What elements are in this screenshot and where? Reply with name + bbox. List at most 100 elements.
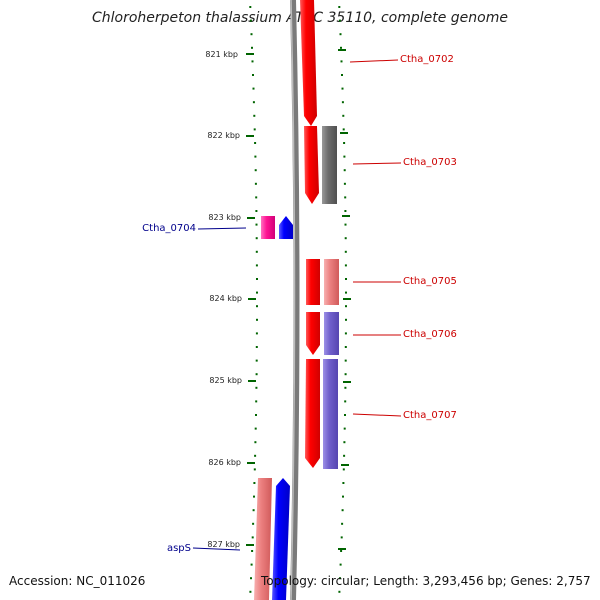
ring-dot [343,454,346,457]
accession-text: Accession: NC_011026 [9,574,146,588]
gene-label-ctha-0706[interactable]: Ctha_0706 [403,329,457,340]
ring-dot [255,196,258,199]
ring-dot [251,46,253,49]
ring-dot [341,87,344,90]
cds-feature-asps[interactable] [272,478,290,600]
ring-dot [253,482,256,484]
ring-dot [340,536,343,539]
cds-feature-ctha-0707[interactable] [305,359,320,468]
ring-dot [250,33,253,36]
ring-dot [255,250,258,253]
ring-dot [341,101,344,104]
ring-dot [339,577,341,580]
ring-dot [254,427,257,430]
ring-dot [342,468,345,471]
reverse-cds-track [254,216,293,600]
ring-dot [343,441,346,444]
ring-dot [344,237,347,240]
topology-text: Topology: circular; Length: 3,293,456 bp… [261,574,591,588]
ring-dot [339,563,342,566]
ring-dot [255,359,258,362]
cds-feature-ctha-0702[interactable] [300,0,317,126]
ring-dot [340,46,342,49]
cds-feature-ctha-0705[interactable] [306,259,320,305]
map-title: Chloroherpeton thalassium ATCC 35110, co… [92,10,508,26]
ring-dot [251,60,254,63]
outer-ring-dots [338,6,347,593]
cds-feature-ctha-0703[interactable] [304,126,319,204]
gene-label-ctha-0705[interactable]: Ctha_0705 [403,276,457,287]
ring-dot [343,182,346,185]
ring-dot [345,278,347,280]
cog-block-ctha-0705[interactable] [324,259,339,305]
cds-feature-ctha-0706[interactable] [306,312,320,355]
gene-label-ctha-0704[interactable]: Ctha_0704 [142,223,196,234]
ring-dot [344,223,347,226]
backbone-arc-highlight [290,0,296,600]
ring-dot [255,264,258,267]
ring-dot [344,414,346,416]
gene-label-ctha-0703[interactable]: Ctha_0703 [403,157,457,168]
ring-dot [255,237,258,240]
ring-dot [338,6,341,8]
ring-dot [255,386,258,389]
cog-block-ctha-0706[interactable] [324,312,339,355]
backbone-arc [290,0,300,600]
ring-dot [254,155,257,158]
ring-dot [338,590,341,593]
ring-dot [254,142,257,144]
ring-dot [255,400,258,403]
ring-dot [343,155,346,158]
ring-dot [343,142,346,144]
ring-dot [342,495,344,498]
ring-dot [340,550,343,552]
ring-dot [252,509,255,512]
tick-label-825: 825 kbp [209,376,242,385]
label-leaders [192,59,402,551]
ring-dot [252,101,255,104]
ring-dot [256,291,258,294]
tick-label-821: 821 kbp [205,50,238,59]
ring-dot [341,522,344,525]
ring-dot [250,577,252,580]
gene-label-ctha-0707[interactable]: Ctha_0707 [403,410,457,421]
cog-block-ctha-0703[interactable] [322,126,337,204]
leader-ctha-0704 [197,227,247,230]
cog-block-asps[interactable] [254,478,272,600]
ring-dot [344,386,347,389]
ring-dot [251,536,254,539]
ring-dot [344,332,347,335]
leader-asps [192,547,241,551]
ring-dot [341,509,344,512]
ring-dot [344,346,347,348]
ring-dot [253,495,255,498]
gene-label-ctha-0702[interactable]: Ctha_0702 [400,54,454,65]
cog-block-ctha-0704[interactable] [261,216,275,239]
leader-ctha-0703 [352,162,402,165]
cds-feature-ctha-0704[interactable] [279,216,293,239]
gene-label-asps[interactable]: aspS [167,543,191,554]
ring-dot [254,454,257,457]
ring-dot [252,74,254,76]
ring-dot [252,522,255,525]
tick-label-826: 826 kbp [208,458,241,467]
forward-cog-track [322,126,339,469]
ring-dot [251,550,254,552]
ring-dot [344,373,347,376]
ring-dot [256,278,258,280]
ring-dot [339,33,342,36]
tick-label-827: 827 kbp [207,540,240,549]
ring-dot [255,332,258,335]
cog-block-ctha-0707[interactable] [323,359,338,469]
ring-dot [345,305,347,308]
ring-dot [254,169,257,172]
leader-ctha-0707 [352,413,402,417]
ring-dot [253,128,256,131]
ring-dot [345,291,347,294]
ring-dot [344,264,347,267]
tick-label-823: 823 kbp [208,213,241,222]
leader-ctha-0702 [349,59,399,63]
ring-dot [249,590,252,593]
forward-cds-track [300,0,320,468]
ring-dot [342,482,345,484]
